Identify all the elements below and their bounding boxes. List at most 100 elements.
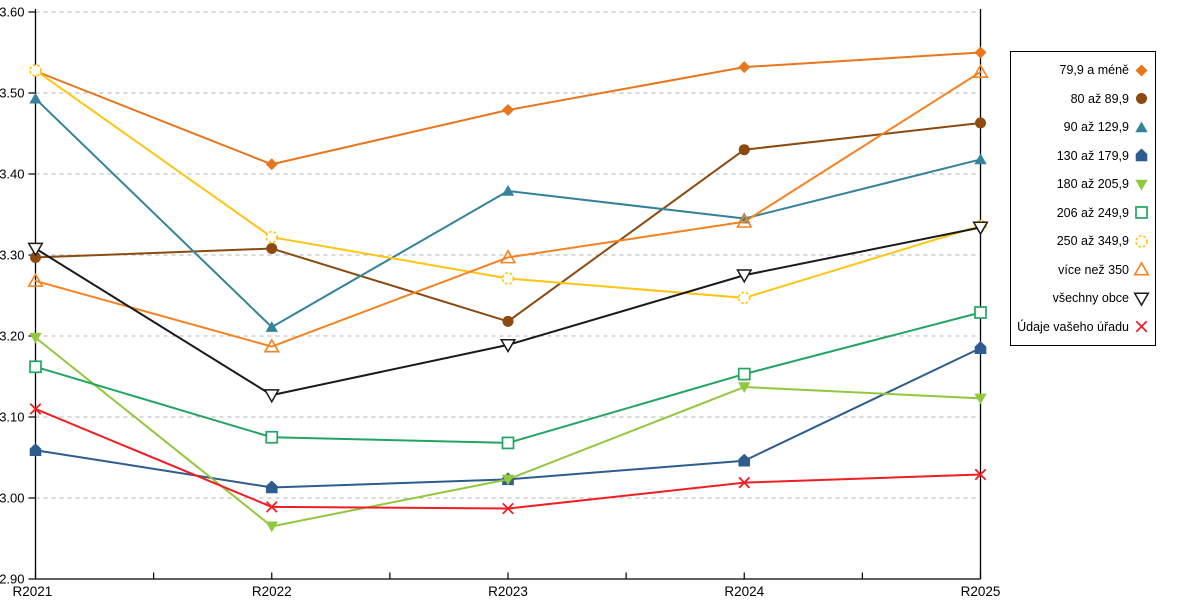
y-tick-label: 3.00 [0,491,25,506]
data-point-R2022 [266,243,278,255]
legend-item-180-a-205-9: 180 až 205,9 [1013,176,1150,193]
legend-item-206-a-249-9: 206 až 249,9 [1013,204,1150,221]
data-point-R2024 [738,61,751,74]
y-tick-label: 3.40 [0,167,25,182]
series-v-echny-obce [27,221,989,404]
data-point-R2022 [265,501,278,513]
y-tick-label: 3.60 [0,5,25,20]
legend-label: 90 až 129,9 [1063,120,1129,134]
data-point-R2023 [499,338,517,354]
legend-label: 130 až 179,9 [1056,148,1129,163]
series-250-a-349-9 [29,63,987,305]
x-tick-label: R2021 [13,584,53,599]
y-tick-label: 3.10 [0,410,25,425]
data-point-R2021 [30,251,41,263]
legend-item-80-a-89-9: 80 až 89,9 [1013,90,1150,107]
data-point-R2024 [738,476,751,489]
legend-item-130-a-179-9: 130 až 179,9 [1013,147,1150,164]
data-point-R2021 [29,332,42,344]
data-point-R2023 [499,249,517,264]
y-tick-label: 2.90 [0,572,25,587]
data-point-R2022 [265,430,279,444]
data-point-R2025 [974,46,987,59]
data-point-R2022 [265,480,278,494]
legend-label: 180 až 205,9 [1056,177,1129,191]
legend-item-v-echny-obce: všechny obce [1013,290,1150,307]
circle-icon [1136,93,1147,105]
legend-label: více než 350 [1058,262,1129,277]
data-point-R2021 [29,92,42,104]
data-point-R2023 [501,272,515,285]
data-point-R2023 [502,104,514,117]
data-point-R2024 [737,367,751,381]
x-tick-label: R2024 [724,584,764,599]
series-daje-va-eho-adu [29,403,987,515]
series-90-a-129-9 [29,92,987,332]
data-point-R2021 [29,63,42,77]
legend-item-79-9-a-m-n: 79,9 a méně [1013,62,1150,79]
triangle-down-open-icon [1133,292,1150,307]
legend-label: 79,9 a méně [1059,63,1130,77]
triangle-up-icon [1135,121,1148,133]
data-point-R2022 [263,389,280,404]
data-point-R2023 [502,315,514,327]
series-v-ce-ne-350 [27,63,989,353]
data-point-R2021 [29,443,42,457]
diamond-icon [1135,64,1148,77]
data-point-R2025 [974,306,987,319]
data-point-R2025 [974,341,987,354]
legend-label: všechny obce [1052,291,1129,305]
data-point-R2023 [502,502,514,515]
data-point-R2025 [975,117,986,129]
data-point-R2024 [736,213,753,228]
x-tick-label: R2025 [961,584,1001,599]
data-point-R2023 [501,436,515,450]
data-point-R2021 [27,272,44,287]
y-tick-label: 3.50 [0,86,25,101]
data-point-R2022 [265,321,278,332]
legend-label: 250 až 349,9 [1056,234,1129,248]
triangle-down-icon [1135,179,1148,191]
data-point-R2025 [972,63,989,78]
data-point-R2024 [738,144,750,156]
data-point-R2022 [265,230,279,244]
series-79-9-a-m-n [29,46,987,171]
data-point-R2025 [974,468,987,481]
chart-legend: 79,9 a méně 80 až 89,9 90 až 129,9 130 až 1… [1010,51,1156,346]
x-tick-label: R2022 [252,584,292,599]
data-point-R2023 [501,185,515,196]
legend-item-daje-va-eho-adu: Údaje vašeho úřadu [1013,318,1150,335]
legend-label: 80 až 89,9 [1070,91,1129,106]
data-point-R2023 [501,474,515,486]
data-point-R2021 [29,403,42,415]
legend-item-v-ce-ne-350: více než 350 [1013,261,1150,278]
data-point-R2024 [736,269,753,284]
data-point-R2024 [738,382,751,394]
series-180-a-205-9 [29,332,987,533]
data-point-R2022 [265,521,278,533]
legend-label: Údaje vašeho úřadu [1017,319,1129,334]
triangle-up-open-icon [1133,261,1150,276]
y-tick-label: 3.30 [0,248,25,263]
series-206-a-249-9 [29,306,987,450]
legend-item-250-a-349-9: 250 až 349,9 [1013,233,1150,250]
y-tick-label: 3.20 [0,329,25,344]
data-point-R2025 [974,153,987,165]
series-80-a-89-9 [30,117,986,327]
pentagon-icon [1135,148,1148,162]
data-point-R2021 [29,360,42,374]
x-tick-label: R2023 [488,584,528,599]
data-point-R2024 [737,291,751,305]
circle-dashed-icon [1135,234,1148,248]
legend-item-90-a-129-9: 90 až 129,9 [1013,119,1150,136]
data-point-R2025 [972,221,989,236]
data-point-R2022 [263,338,280,353]
x-icon [1135,320,1148,333]
square-open-icon [1135,206,1148,220]
data-point-R2024 [738,453,751,467]
legend-label: 206 až 249,9 [1056,205,1129,220]
data-point-R2022 [265,158,278,171]
data-point-R2025 [974,393,987,405]
